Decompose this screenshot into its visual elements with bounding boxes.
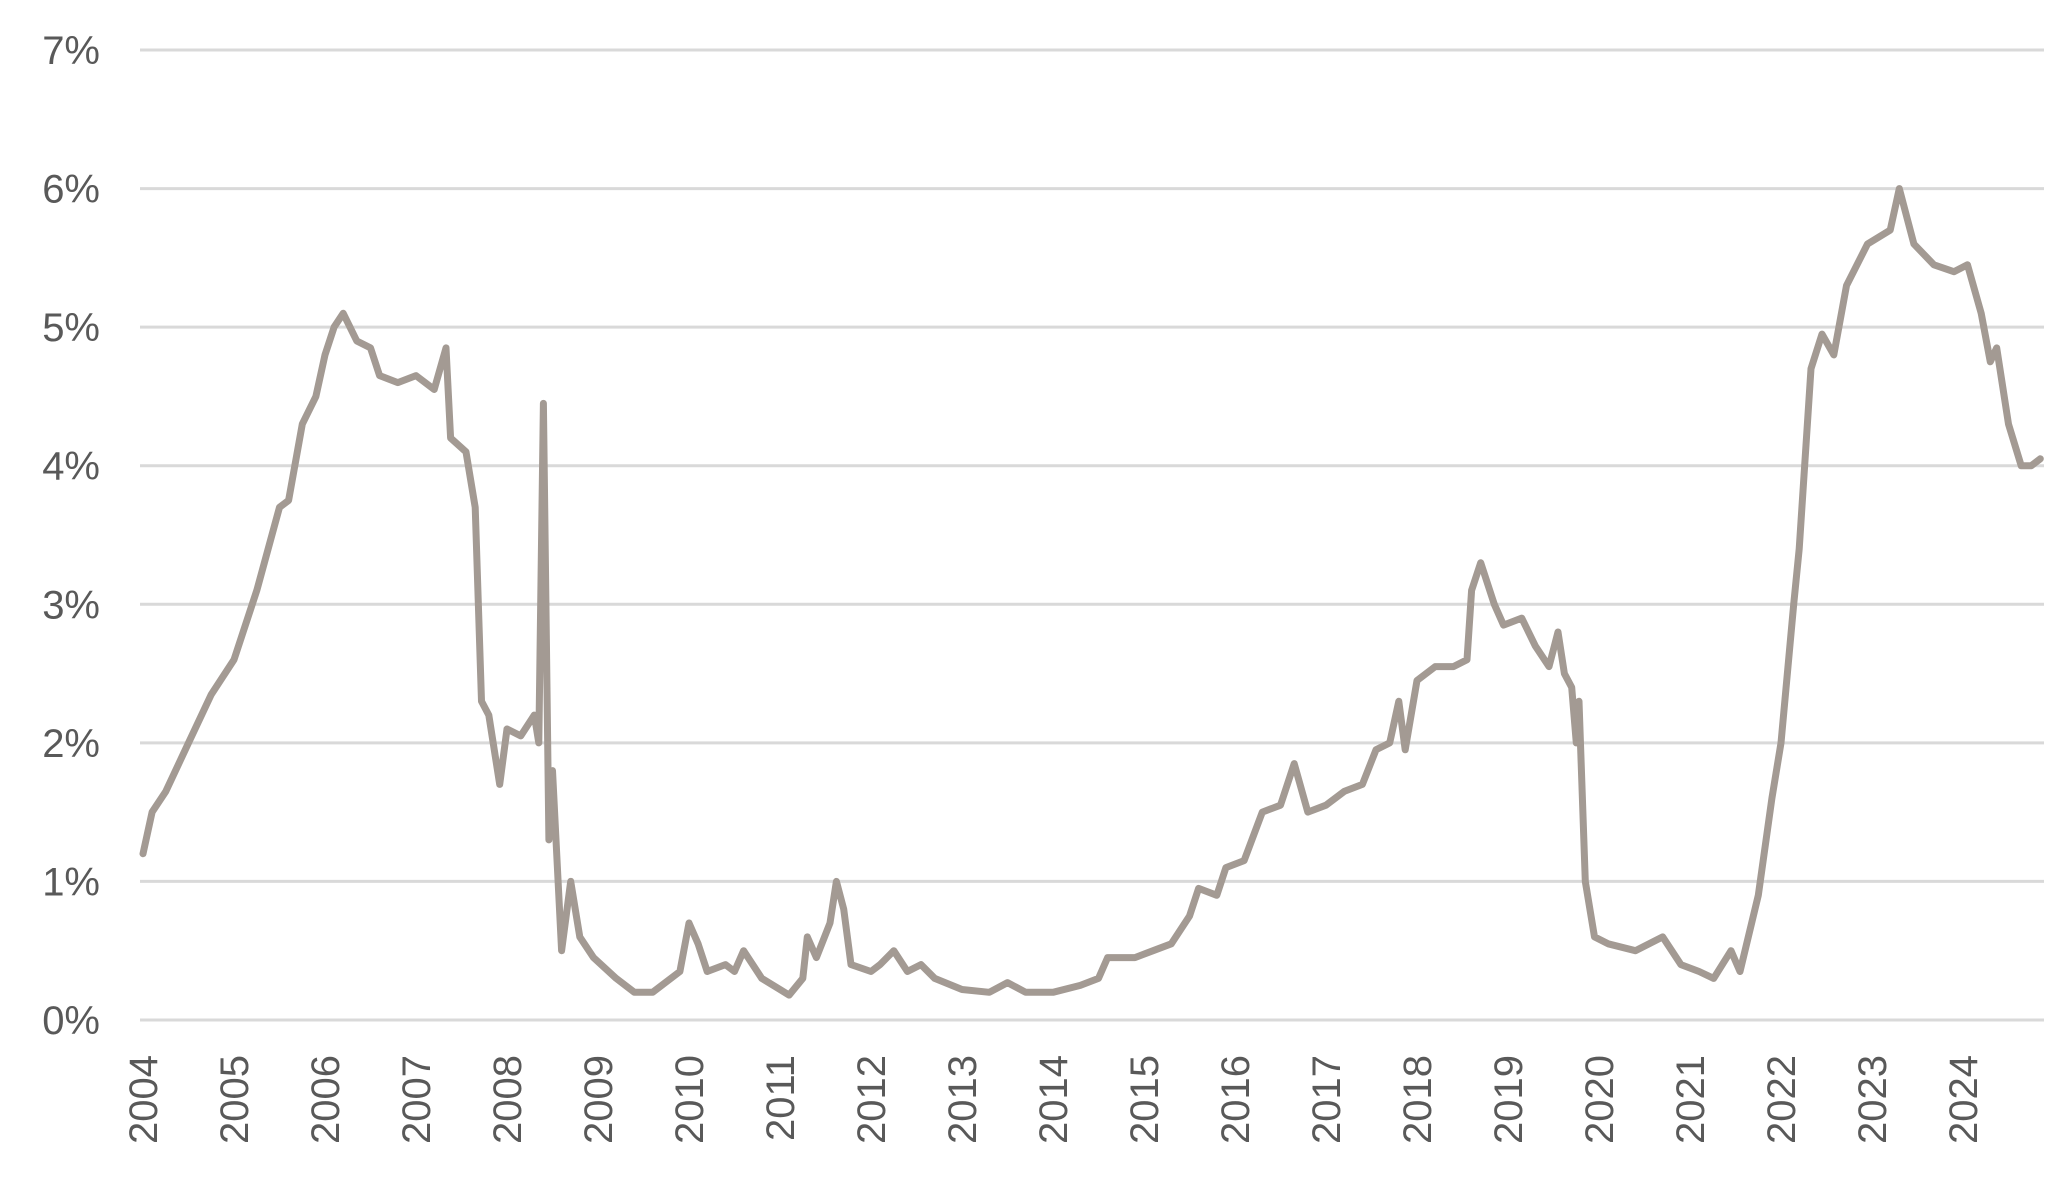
x-tick-label: 2010 — [668, 1055, 712, 1144]
x-tick-label: 2011 — [759, 1055, 803, 1141]
y-tick-label: 2% — [42, 722, 100, 766]
series-line — [139, 185, 2044, 999]
y-tick-label: 5% — [42, 306, 100, 350]
y-tick-label: 3% — [42, 583, 100, 627]
x-tick-label: 2005 — [213, 1055, 257, 1144]
x-tick-label: 2023 — [1851, 1055, 1895, 1144]
x-tick-label: 2024 — [1942, 1055, 1986, 1144]
x-tick-label: 2007 — [395, 1055, 439, 1144]
x-tick-label: 2017 — [1305, 1055, 1349, 1144]
x-tick-label: 2009 — [577, 1055, 621, 1144]
y-tick-label: 1% — [42, 860, 100, 904]
x-tick-label: 2013 — [941, 1055, 985, 1144]
x-tick-label: 2015 — [1123, 1055, 1167, 1144]
y-axis-tick-labels: 0% 1% 2% 3% 4% 5% 6% 7% — [42, 29, 100, 1043]
x-tick-label: 2020 — [1578, 1055, 1622, 1144]
x-tick-label: 2018 — [1396, 1055, 1440, 1144]
y-tick-label: 0% — [42, 999, 100, 1043]
y-tick-label: 4% — [42, 445, 100, 489]
gridlines — [140, 48, 2044, 1022]
x-tick-label: 2016 — [1214, 1055, 1258, 1144]
x-tick-label: 2004 — [122, 1055, 166, 1144]
x-tick-label: 2012 — [850, 1055, 894, 1144]
x-tick-label: 2006 — [304, 1055, 348, 1144]
x-tick-label: 2014 — [1032, 1055, 1076, 1144]
x-tick-label: 2021 — [1669, 1055, 1713, 1144]
y-tick-label: 6% — [42, 168, 100, 212]
x-tick-label: 2022 — [1760, 1055, 1804, 1144]
series-lines — [139, 185, 2044, 999]
x-tick-label: 2008 — [486, 1055, 530, 1144]
x-axis-tick-labels: 2004 2005 2006 2007 2008 2009 2010 2011 2012 2013… — [122, 1055, 1986, 1144]
x-tick-label: 2019 — [1487, 1055, 1531, 1144]
y-tick-label: 7% — [42, 29, 100, 73]
